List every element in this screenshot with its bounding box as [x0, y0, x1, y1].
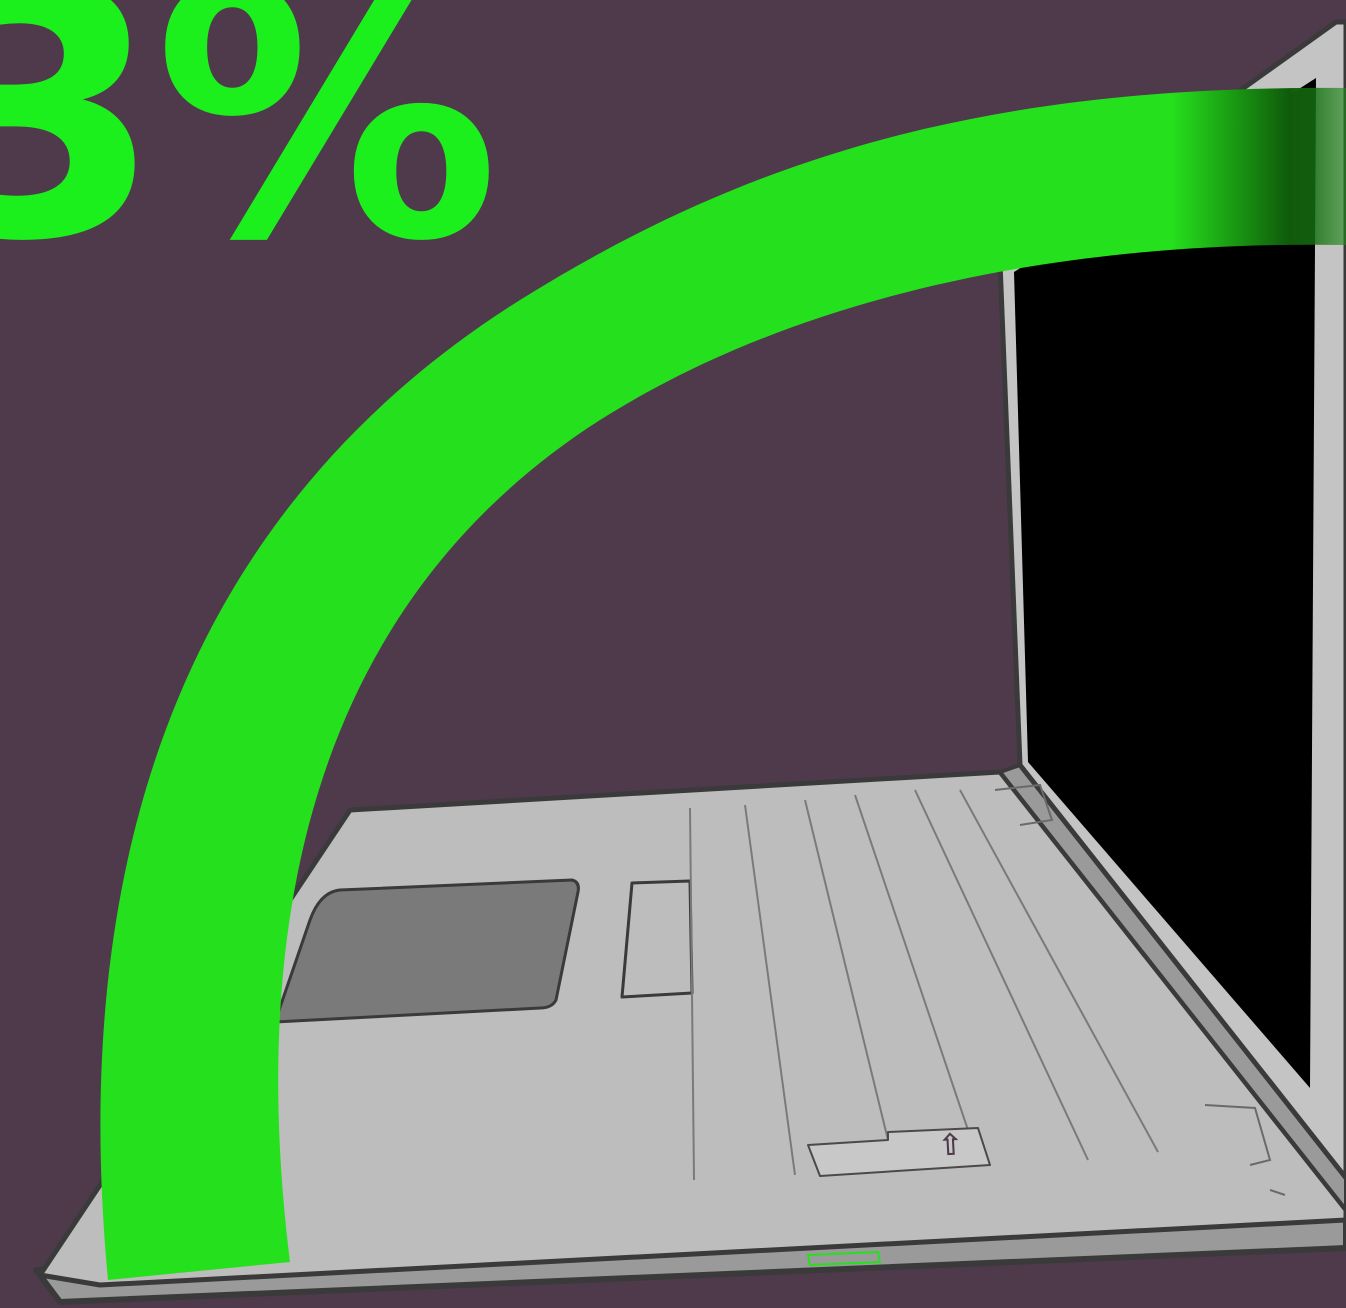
shift-key-glyph: ⇧: [937, 1127, 965, 1164]
progress-percent-label: 3%: [0, 0, 500, 317]
trackpad: [273, 878, 580, 1024]
laptop-screen: [1014, 78, 1316, 1088]
key-block: [620, 879, 694, 999]
keyboard-rows: [689, 789, 1159, 1181]
progress-arc: [100, 87, 1346, 1280]
laptop-lid-edge: [998, 763, 1346, 1212]
front-indicator: [806, 1250, 882, 1267]
shift-key: [807, 1127, 991, 1177]
